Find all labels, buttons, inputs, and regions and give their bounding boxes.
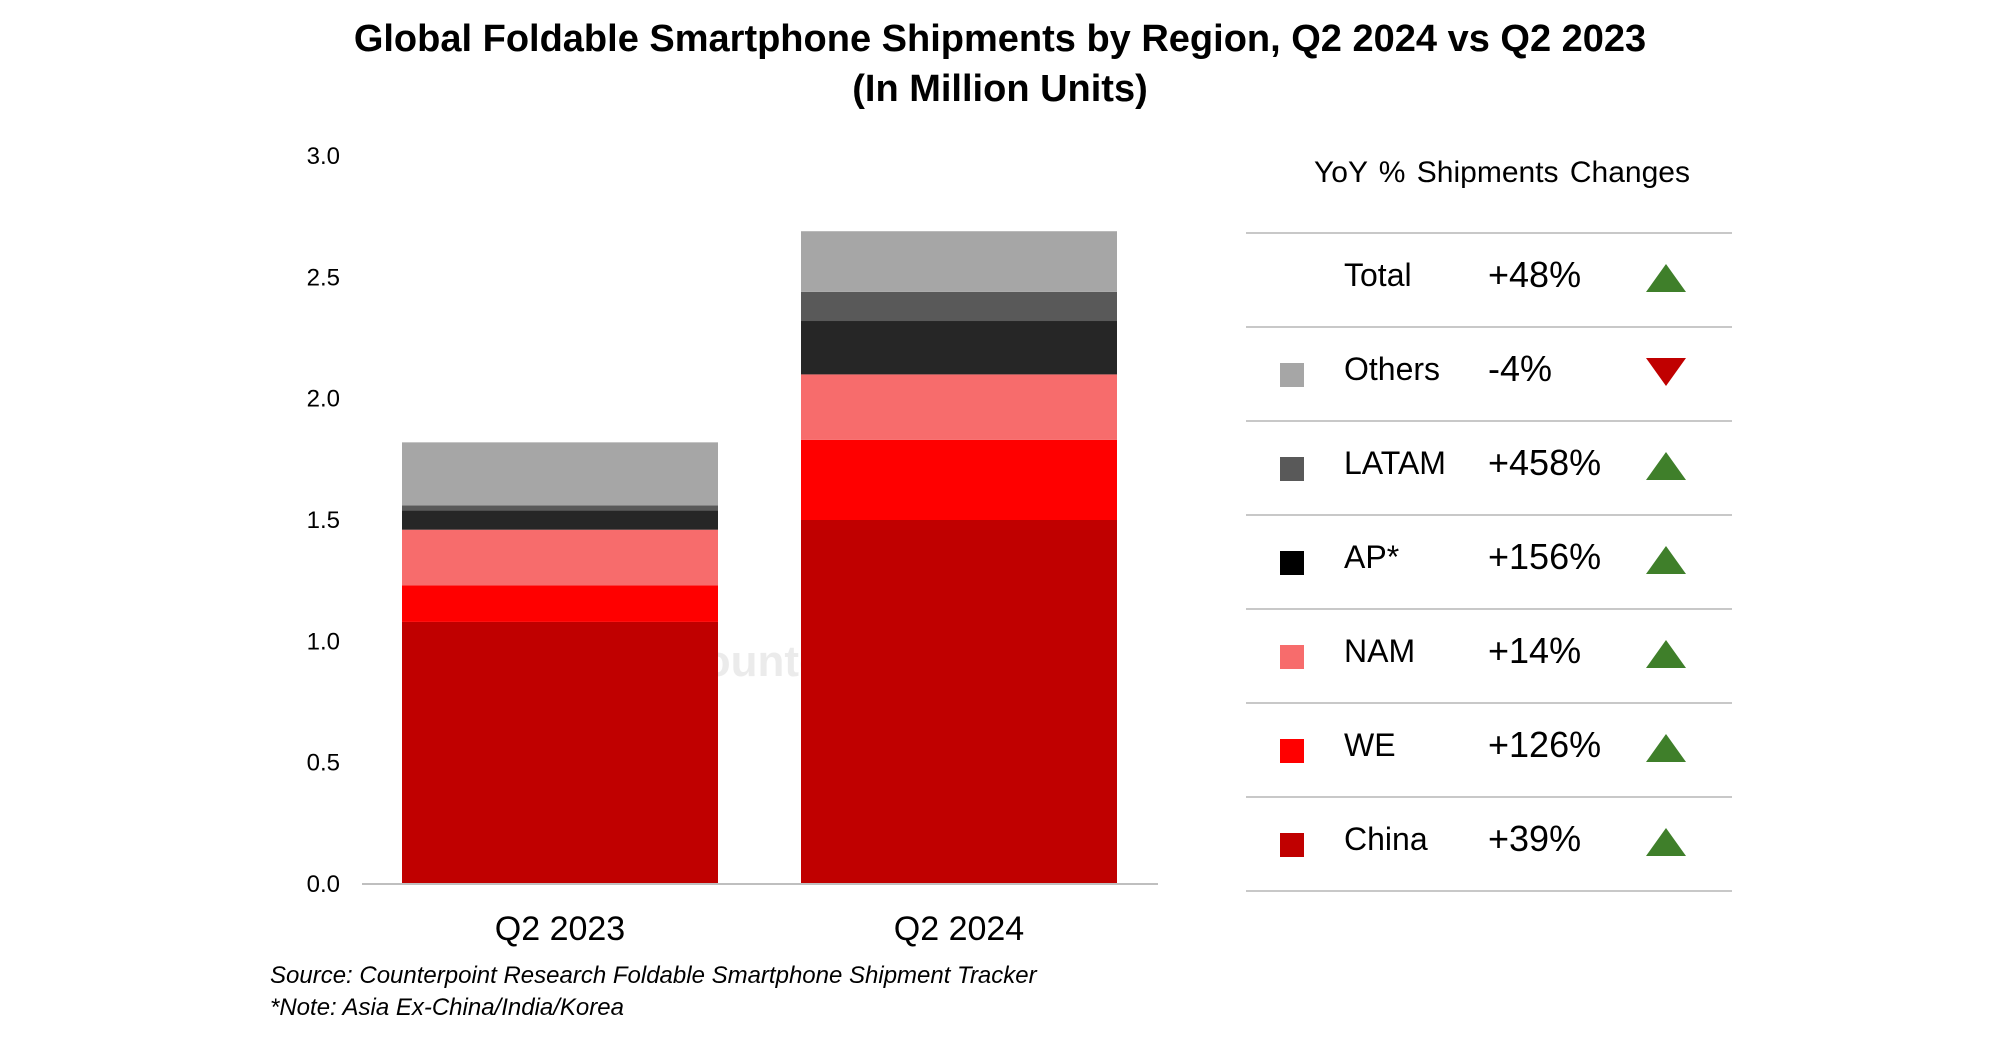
yoy-change-value: +14%: [1488, 630, 1582, 671]
y-axis: 0.0 0.5 1.0 1.5 2.0 2.5 3.0: [307, 143, 340, 898]
yoy-row: Others -4%: [1246, 326, 1732, 420]
bar-segment-china-q2-2024: [801, 520, 1117, 884]
bar-segment-nam-q2-2023: [402, 529, 718, 586]
yoy-change-value: +126%: [1488, 724, 1602, 765]
yoy-change-value: +156%: [1488, 536, 1602, 577]
chart-subtitle: (In Million Units): [852, 68, 1148, 110]
yoy-header: YoY % Shipments Changes: [1314, 156, 1690, 189]
region-label: NAM: [1344, 633, 1416, 669]
yoy-change-value: +39%: [1488, 818, 1582, 859]
bar-segment-nam-q2-2024: [801, 374, 1117, 440]
yoy-row: China +39%: [1246, 796, 1732, 892]
bars-group: [402, 231, 1117, 884]
footnote: *Note: Asia Ex-China/India/Korea: [270, 994, 624, 1021]
y-tick-label: 2.5: [307, 264, 340, 291]
legend-swatch: [1280, 363, 1304, 387]
region-label: LATAM: [1344, 445, 1446, 481]
legend-swatch: [1280, 645, 1304, 669]
triangle-up-icon: [1646, 828, 1686, 856]
x-axis: Q2 2023 Q2 2024: [495, 910, 1024, 948]
bar-segment-ap-q2-2024: [801, 321, 1117, 375]
source-note: Source: Counterpoint Research Foldable S…: [270, 962, 1037, 989]
yoy-row: NAM +14%: [1246, 608, 1732, 702]
yoy-row: AP* +156%: [1246, 514, 1732, 608]
legend-swatch: [1280, 739, 1304, 763]
region-label: Others: [1344, 351, 1441, 387]
bar-segment-we-q2-2024: [801, 439, 1117, 520]
yoy-change-value: -4%: [1488, 348, 1553, 389]
y-tick-label: 1.0: [307, 628, 340, 655]
bar-segment-others-q2-2023: [402, 442, 718, 506]
y-tick-label: 0.5: [307, 750, 340, 777]
bar-segment-we-q2-2023: [402, 585, 718, 622]
yoy-table: Total +48% Others -4% LATAM +458% AP* +156% NAM +…: [1246, 232, 1732, 892]
y-tick-label: 0.0: [307, 871, 340, 898]
x-tick-label: Q2 2023: [495, 910, 625, 948]
x-tick-label: Q2 2024: [894, 910, 1024, 948]
yoy-row: LATAM +458%: [1246, 420, 1732, 514]
yoy-change-value: +458%: [1488, 442, 1602, 483]
yoy-change-value: +48%: [1488, 254, 1582, 295]
chart-title: Global Foldable Smartphone Shipments by …: [353, 18, 1647, 60]
bar-segment-ap-q2-2023: [402, 510, 718, 530]
y-tick-label: 1.5: [307, 507, 340, 534]
region-label: Total: [1344, 257, 1412, 293]
yoy-row: WE +126%: [1246, 702, 1732, 796]
yoy-row: Total +48%: [1246, 232, 1732, 326]
legend-swatch: [1280, 551, 1304, 575]
bar-segment-latam-q2-2023: [402, 505, 718, 511]
triangle-up-icon: [1646, 546, 1686, 574]
region-label: China: [1344, 821, 1428, 857]
y-tick-label: 2.0: [307, 386, 340, 413]
triangle-up-icon: [1646, 734, 1686, 762]
triangle-up-icon: [1646, 264, 1686, 292]
legend-swatch: [1280, 457, 1304, 481]
triangle-up-icon: [1646, 640, 1686, 668]
region-label: WE: [1344, 727, 1396, 763]
bar-segment-others-q2-2024: [801, 231, 1117, 292]
triangle-down-icon: [1646, 358, 1686, 386]
triangle-up-icon: [1646, 452, 1686, 480]
region-label: AP*: [1344, 539, 1400, 575]
legend-swatch: [1280, 833, 1304, 857]
bar-segment-china-q2-2023: [402, 621, 718, 884]
bar-segment-latam-q2-2024: [801, 291, 1117, 322]
y-tick-label: 3.0: [307, 143, 340, 170]
